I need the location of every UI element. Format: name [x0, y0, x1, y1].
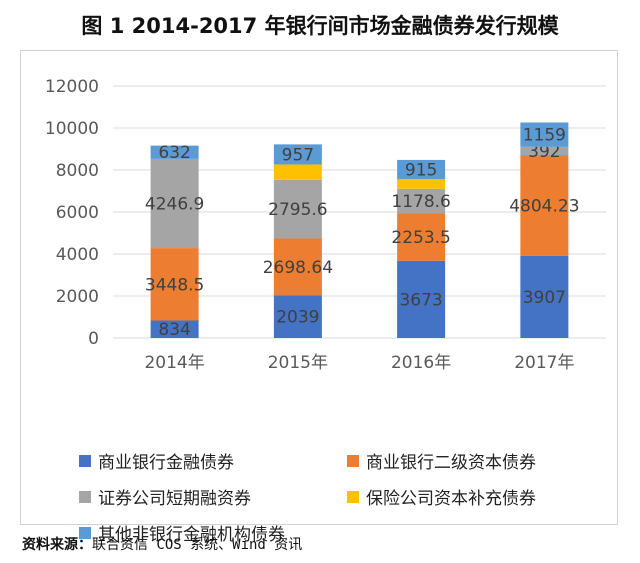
bar-segment [150, 320, 199, 338]
bar-segment [397, 179, 446, 189]
legend-label: 证券公司短期融资券 [98, 489, 251, 509]
legend-swatch [79, 526, 91, 539]
bar-segment [520, 155, 569, 256]
data-label: 1159 [523, 126, 566, 146]
source-note: 资料来源：联合资信 COS 系统、Wind 资讯 [22, 534, 302, 554]
data-label: 834 [158, 320, 190, 340]
bar-segment [397, 188, 446, 214]
y-tick-label: 0 [88, 329, 99, 349]
x-tick-label: 2017年 [514, 353, 574, 373]
y-tick-label: 6000 [56, 203, 99, 223]
bar-segment [397, 260, 446, 338]
legend-label: 商业银行二级资本债券 [366, 453, 536, 473]
bar-segment [273, 144, 322, 165]
legend-label: 商业银行金融债券 [98, 453, 234, 473]
data-label: 4804.23 [509, 197, 579, 217]
bar-segment [397, 213, 446, 261]
data-label: 2039 [276, 308, 319, 328]
bar-segment [150, 158, 199, 249]
bar-segment [150, 145, 199, 159]
y-tick-label: 4000 [56, 245, 99, 265]
data-label: 2698.64 [263, 258, 333, 278]
chart-title: 图 1 2014-2017 年银行间市场金融债券发行规模 [81, 14, 559, 38]
y-tick-label: 10000 [45, 119, 99, 139]
data-label: 915 [405, 161, 437, 181]
data-label: 4246.9 [145, 194, 204, 214]
data-label: 3907 [523, 288, 566, 308]
legend-item: 其他非银行金融机构债券 [79, 520, 285, 545]
legend-label: 其他非银行金融机构债券 [98, 525, 285, 545]
bar-segment [273, 295, 322, 338]
data-label: 392 [528, 142, 560, 162]
bar-segment [150, 248, 199, 321]
legend-swatch [79, 454, 91, 467]
legend-item: 保险公司资本补充债券 [347, 484, 536, 509]
data-label: 2795.6 [268, 200, 327, 220]
legend-item: 证券公司短期融资券 [79, 484, 251, 509]
x-tick-label: 2014年 [144, 353, 204, 373]
chart-frame: 0 2000 4000 6000 8000 10000 12000 834 3448.5 4246… [20, 50, 618, 545]
x-tick-label: 2016年 [391, 353, 451, 373]
legend-item: 商业银行金融债券 [79, 448, 234, 473]
source-text: 联合资信 COS 系统、Wind 资讯 [92, 537, 303, 553]
bar-segment [520, 146, 569, 156]
data-label: 2253.5 [391, 228, 450, 248]
legend-label: 保险公司资本补充债券 [366, 489, 536, 509]
data-label: 3673 [399, 290, 442, 310]
legend-swatch [347, 454, 359, 467]
data-label: 957 [282, 145, 314, 165]
y-tick-label: 8000 [56, 161, 99, 181]
bar-segment [520, 122, 569, 147]
data-label: 632 [158, 143, 190, 163]
legend-item: 商业银行二级资本债券 [347, 448, 536, 473]
bar-segment [273, 179, 322, 239]
bar-segment [520, 255, 569, 338]
y-tick-label: 12000 [45, 77, 99, 97]
legend-swatch [347, 490, 359, 503]
data-label: 3448.5 [145, 275, 204, 295]
source-label: 资料来源： [22, 537, 92, 553]
bar-segment [397, 159, 446, 180]
stacked-bar-chart: 0 2000 4000 6000 8000 10000 12000 834 3448.5 4246… [45, 77, 606, 373]
x-tick-label: 2015年 [268, 353, 328, 373]
bar-segment [273, 238, 322, 296]
legend-swatch [79, 490, 91, 503]
y-tick-label: 2000 [56, 287, 99, 307]
data-label: 1178.6 [391, 192, 450, 212]
bar-segment [273, 164, 322, 180]
